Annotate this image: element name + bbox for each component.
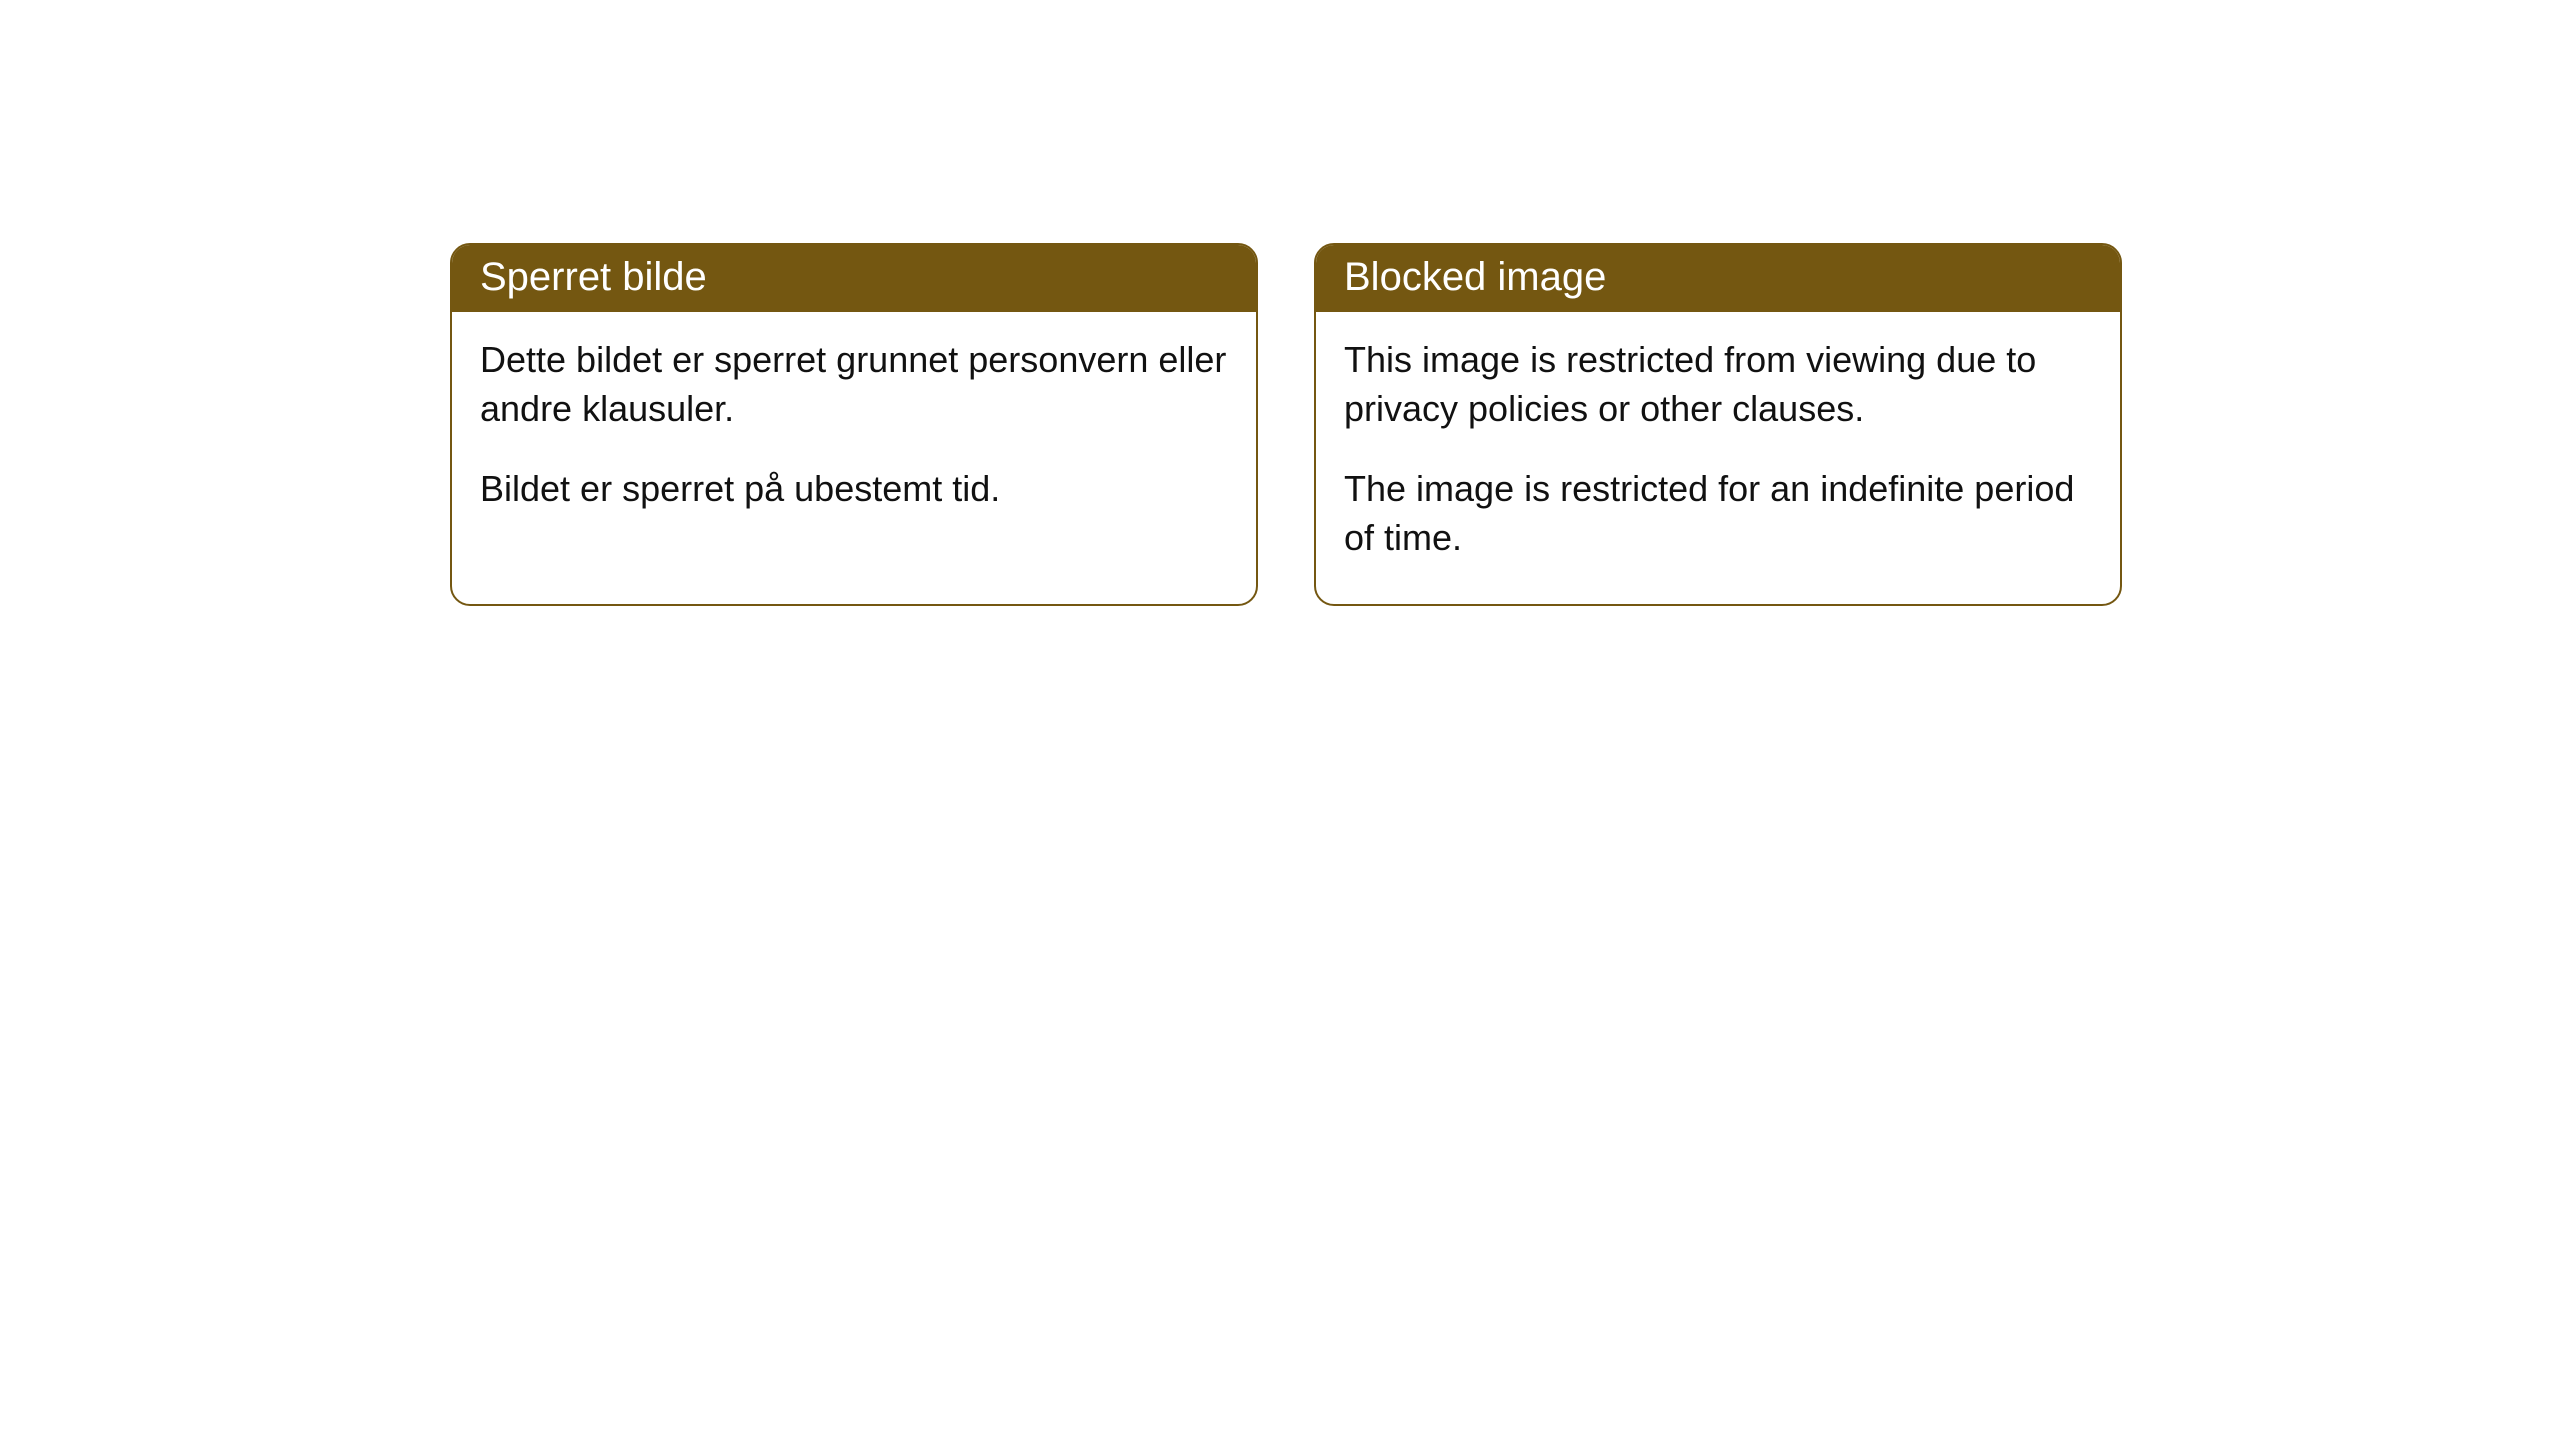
card-paragraph: The image is restricted for an indefinit…	[1344, 465, 2092, 562]
blocked-image-card-no: Sperret bilde Dette bildet er sperret gr…	[450, 243, 1258, 606]
card-header: Blocked image	[1316, 245, 2120, 312]
card-body: Dette bildet er sperret grunnet personve…	[452, 312, 1256, 556]
blocked-image-card-en: Blocked image This image is restricted f…	[1314, 243, 2122, 606]
card-header: Sperret bilde	[452, 245, 1256, 312]
card-paragraph: Bildet er sperret på ubestemt tid.	[480, 465, 1228, 514]
card-paragraph: This image is restricted from viewing du…	[1344, 336, 2092, 433]
cards-container: Sperret bilde Dette bildet er sperret gr…	[0, 0, 2560, 606]
card-title: Blocked image	[1344, 255, 1606, 299]
card-body: This image is restricted from viewing du…	[1316, 312, 2120, 604]
card-paragraph: Dette bildet er sperret grunnet personve…	[480, 336, 1228, 433]
card-title: Sperret bilde	[480, 255, 707, 299]
